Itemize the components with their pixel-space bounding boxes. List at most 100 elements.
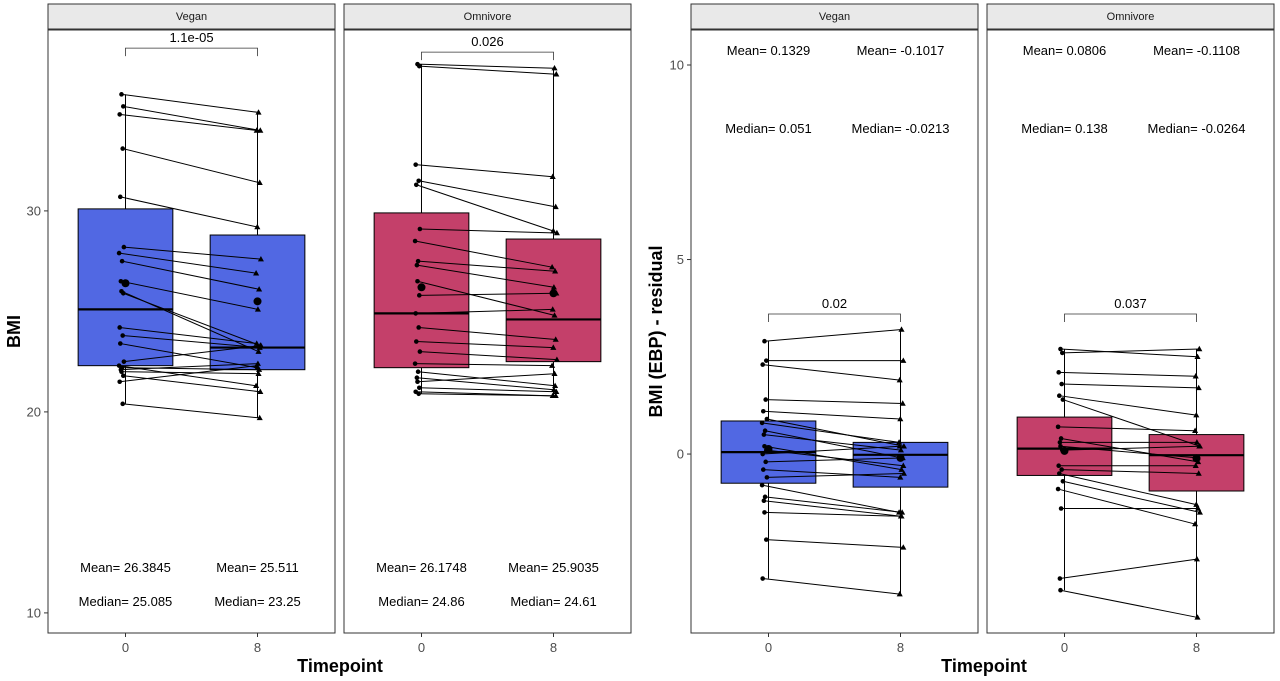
point-timepoint-0 [413, 182, 419, 188]
pair-line [415, 308, 553, 314]
point-timepoint-0 [1060, 478, 1066, 484]
facet-strip-label: Omnivore [464, 11, 512, 23]
point-timepoint-8 [900, 443, 907, 449]
point-timepoint-8 [900, 357, 907, 363]
p-value-label: 0.037 [1114, 296, 1147, 311]
pair-line [123, 292, 261, 347]
pair-line [764, 511, 902, 517]
point-timepoint-8 [1195, 470, 1202, 476]
point-timepoint-8 [900, 544, 907, 550]
point-timepoint-0 [414, 262, 420, 268]
point-timepoint-8 [1192, 462, 1199, 468]
point-timepoint-8 [1193, 555, 1200, 562]
point-timepoint-0 [1057, 440, 1063, 445]
point-timepoint-8 [1193, 411, 1200, 418]
pair-line [1059, 395, 1197, 416]
pair-line [762, 445, 900, 455]
mean-annotation: Mean= 25.9035 [508, 560, 599, 575]
point-timepoint-0 [764, 475, 770, 480]
point-timepoint-0 [1055, 486, 1061, 492]
point-timepoint-8 [552, 268, 559, 274]
x-tick-label: 8 [254, 640, 261, 655]
chart-1: 10 20 30 BMI Timepoint Vegan 0 8 1.1e-05 Mean= 26… [4, 3, 632, 676]
pair-line [1060, 445, 1198, 459]
point-timepoint-8 [899, 400, 906, 406]
pair-line [120, 280, 259, 310]
point-timepoint-0 [762, 494, 768, 500]
x-tick-label: 0 [765, 640, 772, 655]
point-timepoint-0 [1059, 381, 1064, 387]
y-tick-label: 10 [670, 58, 684, 73]
pair-line [761, 484, 900, 513]
pair-line [119, 252, 257, 274]
point-timepoint-8 [552, 392, 559, 399]
pair-line [418, 180, 556, 208]
pair-line [416, 264, 554, 288]
point-timepoint-0 [120, 333, 125, 338]
point-timepoint-0 [1058, 443, 1063, 449]
point-timepoint-8 [896, 590, 903, 597]
pair-line [414, 240, 553, 268]
mean-annotation: Mean= 0.0806 [1023, 43, 1106, 58]
pair-line [418, 260, 556, 272]
point-timepoint-8 [255, 348, 262, 354]
point-timepoint-8 [1193, 501, 1200, 507]
point-timepoint-8 [257, 342, 264, 348]
point-timepoint-0 [1058, 436, 1064, 441]
pair-line [1059, 558, 1197, 580]
pair-line [121, 93, 259, 113]
point-timepoint-0 [1058, 346, 1063, 352]
point-timepoint-8 [896, 439, 903, 445]
pair-line [1059, 473, 1197, 506]
median-annotation: Median= 24.86 [378, 594, 464, 609]
y-axis-title: BMI (EBP) - residual [646, 245, 666, 417]
significance-bracket [421, 51, 554, 61]
point-timepoint-0 [120, 146, 125, 151]
facet-strip [343, 3, 632, 30]
pair-line [1058, 426, 1196, 432]
point-timepoint-8 [900, 462, 907, 468]
p-value-label: 0.02 [822, 296, 847, 311]
point-timepoint-8 [257, 255, 264, 262]
point-timepoint-8 [257, 388, 264, 395]
point-timepoint-0 [1055, 424, 1061, 430]
pair-line [766, 472, 904, 478]
y-axis-title: BMI [4, 315, 24, 348]
point-timepoint-8 [549, 263, 556, 270]
pair-line [419, 65, 557, 75]
point-timepoint-0 [412, 361, 418, 366]
point-timepoint-8 [550, 344, 557, 350]
point-timepoint-8 [897, 474, 904, 480]
median-annotation: Median= 24.61 [510, 594, 596, 609]
point-timepoint-8 [1196, 443, 1203, 449]
point-timepoint-8 [254, 223, 261, 230]
y-tick-label: 10 [27, 605, 41, 620]
point-timepoint-0 [416, 63, 422, 69]
mean-annotation: Mean= 26.3845 [80, 560, 171, 575]
box-group-8 [505, 238, 602, 363]
pair-line [766, 418, 905, 447]
pair-line [765, 496, 903, 513]
point-timepoint-8 [549, 362, 556, 368]
point-timepoint-0 [1058, 506, 1064, 511]
point-timepoint-0 [412, 238, 418, 244]
point-timepoint-8 [553, 356, 560, 362]
point-timepoint-8 [897, 415, 904, 422]
pair-line [122, 335, 260, 349]
point-timepoint-0 [763, 459, 768, 465]
point-timepoint-0 [416, 385, 422, 391]
point-timepoint-0 [413, 162, 418, 167]
point-timepoint-8 [1196, 509, 1203, 515]
point-timepoint-0 [1059, 467, 1064, 472]
point-timepoint-8 [1193, 439, 1200, 445]
point-timepoint-0 [763, 397, 768, 402]
panel-frame [690, 29, 979, 634]
pair-line [762, 422, 900, 443]
significance-bracket [768, 313, 901, 322]
x-tick-label: 0 [1061, 640, 1068, 655]
pair-line [763, 500, 901, 517]
y-tick-label: 20 [27, 404, 41, 419]
x-tick-label: 0 [122, 640, 129, 655]
point-timepoint-0 [119, 369, 124, 375]
